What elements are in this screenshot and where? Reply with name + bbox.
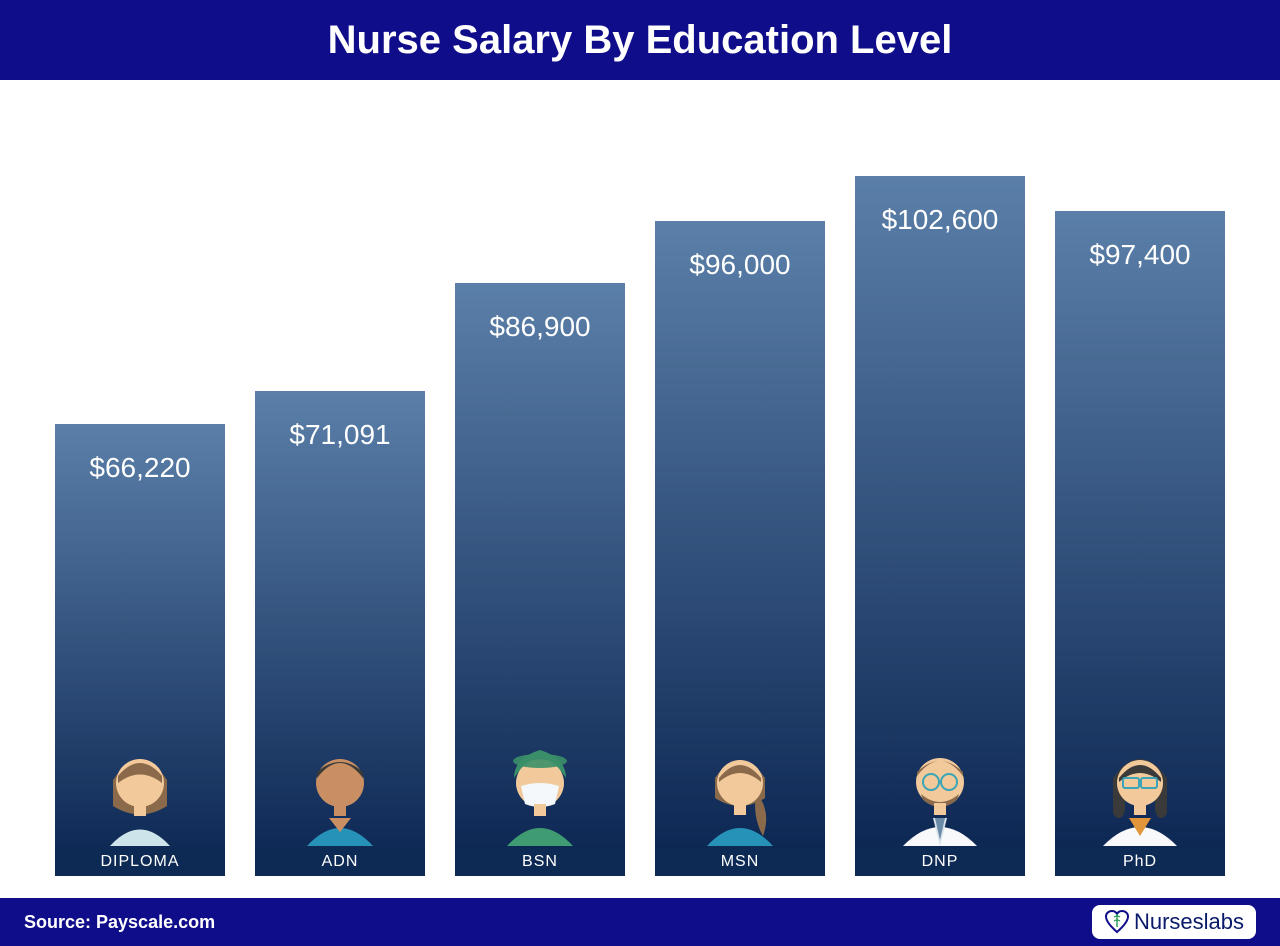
heart-caduceus-icon bbox=[1104, 909, 1130, 935]
bar-value-label: $102,600 bbox=[882, 204, 999, 236]
avatar-wrap bbox=[655, 728, 825, 848]
category-label: DIPLOMA bbox=[55, 848, 225, 876]
source-label: Source: Payscale.com bbox=[24, 912, 215, 933]
category-label: MSN bbox=[655, 848, 825, 876]
salary-bar: $86,900 BSN bbox=[455, 283, 625, 876]
avatar-wrap bbox=[455, 728, 625, 848]
salary-bar: $102,600 DNP bbox=[855, 176, 1025, 876]
bar-value-label: $96,000 bbox=[689, 249, 790, 281]
avatar-wrap bbox=[55, 728, 225, 848]
bar-value-label: $86,900 bbox=[489, 311, 590, 343]
nurse-avatar-icon bbox=[85, 728, 195, 848]
salary-bar: $66,220 DIPLOMA bbox=[55, 424, 225, 876]
bar-column: $66,220 DIPLOMA bbox=[55, 424, 225, 876]
salary-bar-chart: $66,220 DIPLOMA$71,091 ADN$86,900 BSN$96… bbox=[55, 120, 1225, 876]
avatar-wrap bbox=[255, 728, 425, 848]
salary-bar: $97,400 PhD bbox=[1055, 211, 1225, 876]
bar-column: $71,091 ADN bbox=[255, 391, 425, 876]
category-label: DNP bbox=[855, 848, 1025, 876]
logo-text: Nurseslabs bbox=[1134, 909, 1244, 935]
nurse-avatar-icon bbox=[885, 728, 995, 848]
nurse-avatar-icon bbox=[685, 728, 795, 848]
category-label: PhD bbox=[1055, 848, 1225, 876]
avatar-wrap bbox=[855, 728, 1025, 848]
bar-column: $86,900 BSN bbox=[455, 283, 625, 876]
category-label: BSN bbox=[455, 848, 625, 876]
nurseslabs-logo: Nurseslabs bbox=[1092, 905, 1256, 939]
bar-value-label: $97,400 bbox=[1089, 239, 1190, 271]
bar-column: $102,600 DNP bbox=[855, 176, 1025, 876]
salary-bar: $71,091 ADN bbox=[255, 391, 425, 876]
header-bar: Nurse Salary By Education Level bbox=[0, 0, 1280, 80]
nurse-avatar-icon bbox=[285, 728, 395, 848]
bar-value-label: $71,091 bbox=[289, 419, 390, 451]
category-label: ADN bbox=[255, 848, 425, 876]
avatar-wrap bbox=[1055, 728, 1225, 848]
bar-column: $97,400 PhD bbox=[1055, 211, 1225, 876]
nurse-avatar-icon bbox=[1085, 728, 1195, 848]
bar-value-label: $66,220 bbox=[89, 452, 190, 484]
nurse-avatar-icon bbox=[485, 728, 595, 848]
footer-bar: Source: Payscale.com Nurseslabs bbox=[0, 898, 1280, 946]
page-title: Nurse Salary By Education Level bbox=[328, 18, 953, 63]
bar-column: $96,000 MSN bbox=[655, 221, 825, 876]
salary-bar: $96,000 MSN bbox=[655, 221, 825, 876]
